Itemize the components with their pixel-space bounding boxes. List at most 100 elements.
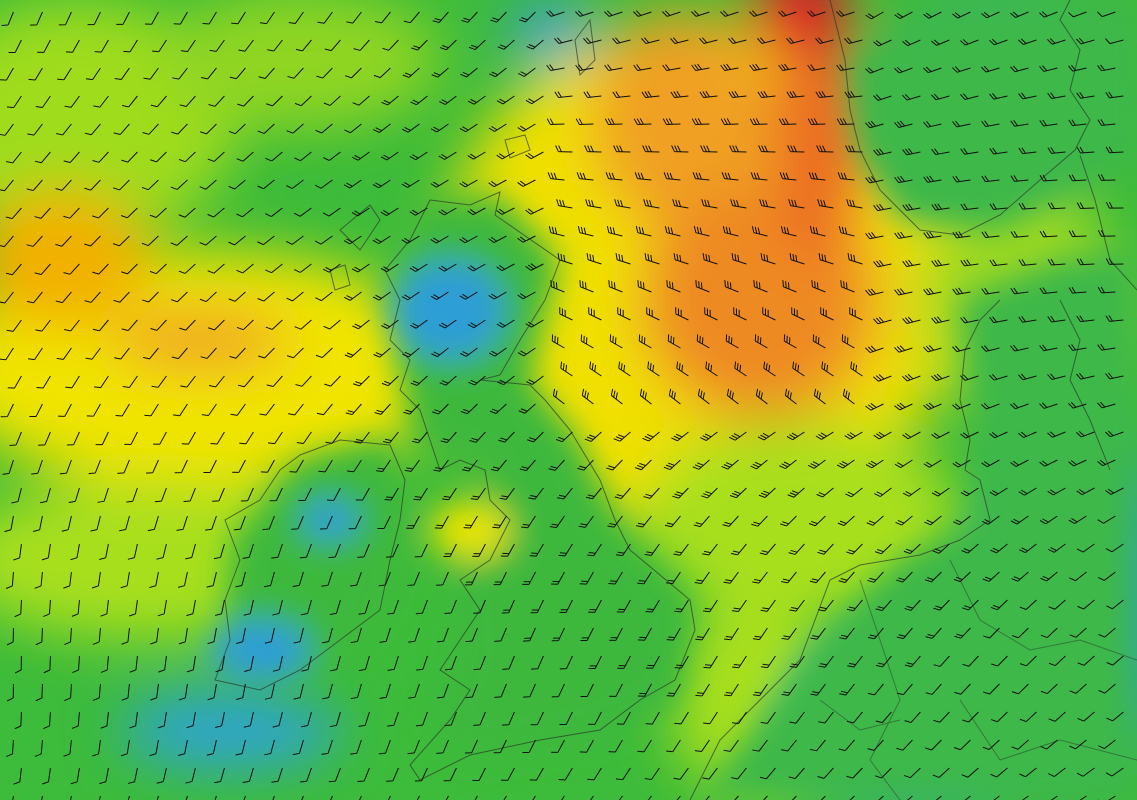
wind-barb bbox=[895, 795, 913, 800]
wind-barb bbox=[229, 67, 246, 80]
wind-barb bbox=[316, 67, 333, 79]
wind-barb bbox=[1047, 315, 1066, 323]
wind-barb bbox=[151, 375, 167, 388]
wind-barb bbox=[633, 10, 652, 17]
wind-barb bbox=[924, 515, 942, 526]
wind-barb bbox=[522, 571, 536, 585]
wind-barb bbox=[1039, 459, 1058, 467]
wind-barb bbox=[588, 307, 602, 321]
wind-barb bbox=[11, 487, 22, 504]
wind-barb bbox=[615, 767, 631, 781]
wind-barb bbox=[6, 739, 14, 758]
wind-barb bbox=[642, 145, 660, 153]
wind-barb bbox=[923, 121, 942, 128]
wind-barb bbox=[637, 739, 652, 753]
wind-barb bbox=[608, 571, 623, 585]
wind-barb bbox=[982, 571, 1000, 582]
wind-barb bbox=[386, 767, 399, 782]
wind-barb bbox=[1039, 230, 1058, 238]
wind-barb bbox=[873, 203, 892, 212]
wind-barb bbox=[210, 431, 225, 445]
wind-barb bbox=[617, 307, 631, 321]
wind-barb bbox=[753, 280, 768, 293]
wind-barb bbox=[638, 334, 652, 349]
wind-barb bbox=[92, 207, 109, 219]
wind-barb bbox=[647, 361, 660, 377]
wind-barb bbox=[264, 739, 275, 756]
wind-barb bbox=[1039, 515, 1058, 525]
wind-barb bbox=[817, 767, 834, 779]
wind-barb bbox=[1047, 38, 1066, 45]
wind-barb bbox=[867, 683, 884, 696]
wind-barb bbox=[171, 123, 188, 135]
wind-barb bbox=[531, 655, 544, 670]
wind-barb bbox=[749, 118, 768, 126]
wind-barb bbox=[430, 235, 449, 244]
wind-barb bbox=[701, 487, 718, 499]
wind-barb bbox=[703, 599, 718, 613]
wind-barb bbox=[387, 711, 399, 727]
wind-barb bbox=[459, 291, 478, 300]
wind-barb bbox=[894, 120, 913, 128]
wind-barb bbox=[143, 67, 159, 80]
wind-barb bbox=[178, 207, 196, 218]
wind-barb bbox=[732, 655, 747, 669]
wind-barb bbox=[330, 655, 341, 672]
wind-barb bbox=[558, 543, 573, 557]
wind-barb bbox=[55, 235, 72, 247]
wind-barb bbox=[587, 767, 602, 781]
wind-barb bbox=[529, 543, 544, 557]
wind-barb bbox=[489, 67, 507, 78]
wind-barb bbox=[318, 459, 333, 473]
wind-barb bbox=[230, 403, 246, 416]
wind-barb bbox=[952, 459, 971, 468]
wind-barb bbox=[1098, 627, 1116, 638]
wind-barb bbox=[387, 599, 399, 615]
wind-barb bbox=[548, 226, 565, 237]
wind-barb bbox=[676, 361, 689, 377]
wind-barb bbox=[664, 515, 681, 528]
wind-barb bbox=[0, 291, 14, 304]
wind-barb bbox=[981, 120, 1000, 128]
wind-barb bbox=[357, 543, 370, 558]
wind-barb bbox=[86, 403, 101, 417]
wind-barb bbox=[896, 739, 913, 751]
wind-barb bbox=[633, 118, 652, 126]
wind-barb bbox=[529, 767, 544, 781]
wind-barb bbox=[1018, 259, 1037, 266]
wind-barb bbox=[904, 711, 921, 723]
wind-barb bbox=[147, 795, 159, 800]
wind-barb bbox=[749, 10, 768, 17]
wind-barb bbox=[257, 123, 275, 134]
wind-barb bbox=[720, 118, 739, 126]
wind-barb bbox=[301, 599, 312, 616]
wind-barb bbox=[731, 767, 747, 780]
wind-barb bbox=[811, 280, 826, 293]
wind-barb bbox=[323, 95, 341, 106]
wind-barb bbox=[1097, 174, 1116, 181]
wind-barb bbox=[894, 402, 913, 411]
wind-barb bbox=[923, 402, 942, 411]
wind-barb bbox=[1010, 402, 1029, 410]
wind-barb bbox=[1106, 655, 1124, 666]
wind-barb bbox=[873, 94, 892, 101]
wind-barb bbox=[259, 11, 275, 25]
wind-barb bbox=[0, 347, 14, 361]
wind-barb bbox=[374, 11, 391, 24]
wind-barb bbox=[179, 319, 196, 331]
wind-barb bbox=[352, 319, 370, 330]
wind-barb bbox=[6, 627, 14, 646]
wind-barb bbox=[436, 739, 449, 754]
wind-barb bbox=[873, 260, 892, 268]
wind-barb bbox=[181, 431, 196, 445]
wind-barb bbox=[502, 711, 515, 726]
wind-barb bbox=[344, 123, 362, 134]
wind-barb bbox=[231, 11, 246, 25]
wind-barb bbox=[960, 374, 979, 381]
wind-barb bbox=[666, 683, 681, 697]
wind-barb bbox=[71, 599, 80, 617]
wind-barb bbox=[315, 291, 333, 302]
wind-barb bbox=[729, 487, 747, 499]
wind-barb bbox=[724, 627, 739, 641]
wind-barb bbox=[931, 431, 950, 439]
